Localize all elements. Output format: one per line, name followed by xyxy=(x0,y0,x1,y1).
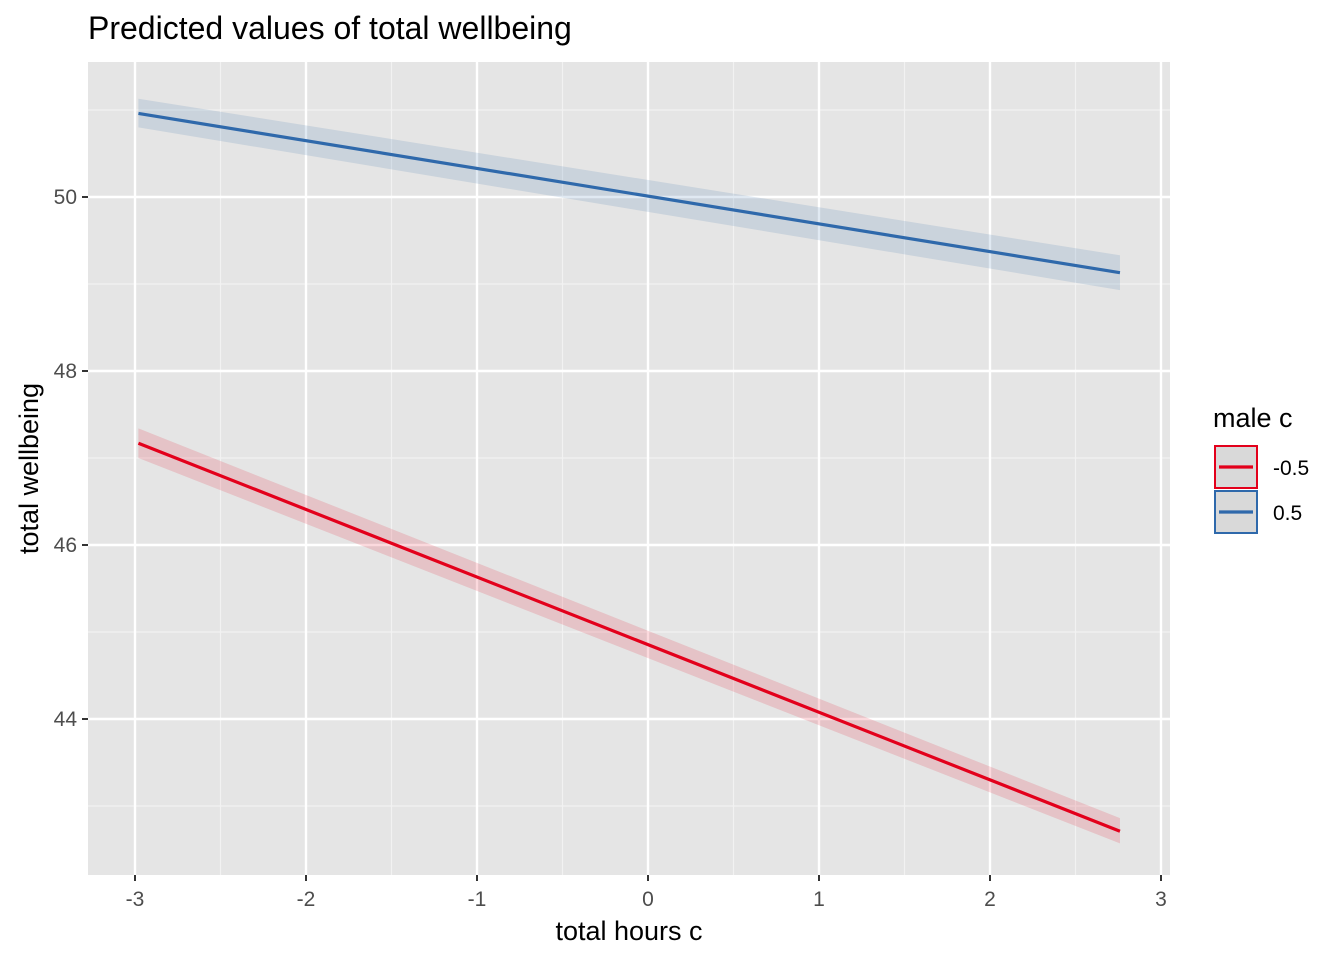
series-lines xyxy=(137,111,1121,833)
x-tick-label: -1 xyxy=(468,888,487,911)
y-axis: 44 46 48 50 xyxy=(54,186,88,731)
y-tick-label: 50 xyxy=(54,186,77,209)
series-line-0 xyxy=(137,441,1121,833)
legend-label-0: -0.5 xyxy=(1273,457,1309,480)
x-tick-label: 0 xyxy=(642,888,654,911)
grid-major xyxy=(88,62,1170,875)
y-tick-label: 44 xyxy=(54,708,78,731)
x-axis-title: total hours c xyxy=(555,916,702,946)
legend: male c -0.5 0.5 xyxy=(1213,403,1309,534)
series-line-1 xyxy=(138,111,1121,275)
x-tick-label: -2 xyxy=(297,888,316,911)
y-axis-title: total wellbeing xyxy=(14,383,44,554)
legend-title: male c xyxy=(1213,403,1293,433)
x-tick-label: 3 xyxy=(1155,888,1167,911)
chart-title: Predicted values of total wellbeing xyxy=(88,10,572,46)
x-tick-label: 1 xyxy=(813,888,825,911)
y-tick-label: 46 xyxy=(54,534,77,557)
x-tick-label: -3 xyxy=(126,888,145,911)
x-tick-label: 2 xyxy=(984,888,996,911)
y-tick-label: 48 xyxy=(54,360,77,383)
legend-label-1: 0.5 xyxy=(1273,502,1302,525)
x-axis: -3 -2 -1 0 1 2 3 xyxy=(126,875,1167,911)
